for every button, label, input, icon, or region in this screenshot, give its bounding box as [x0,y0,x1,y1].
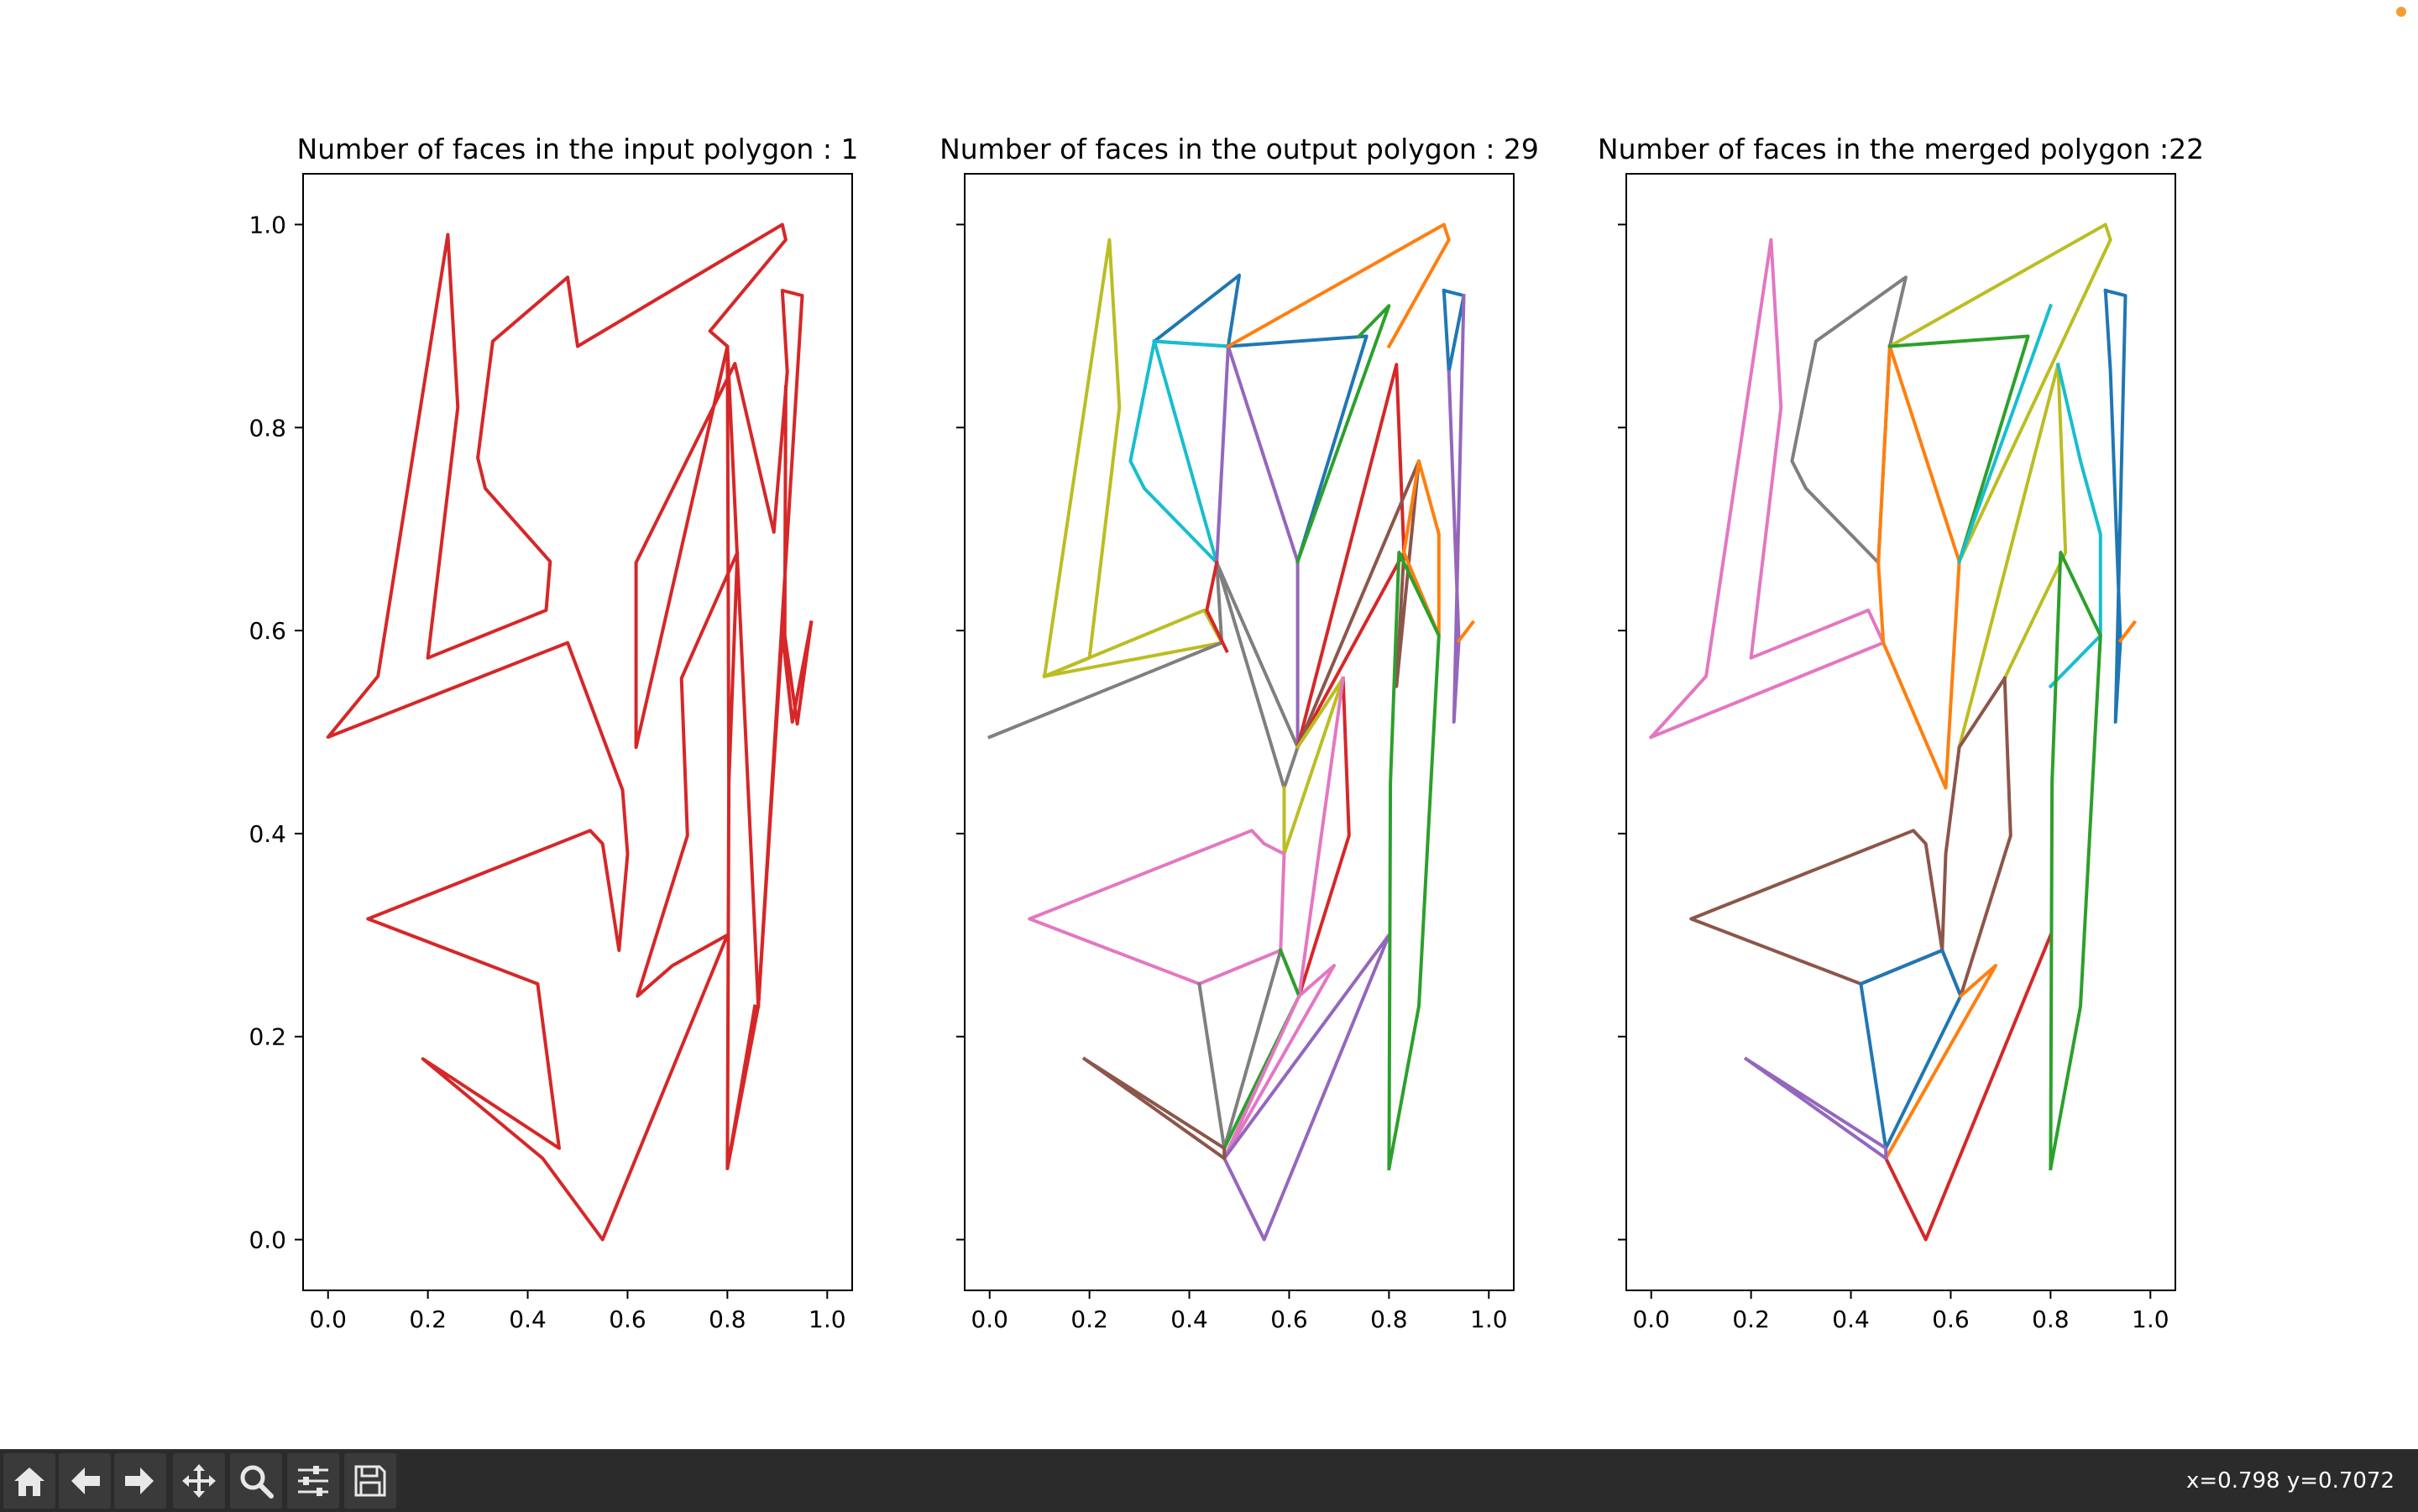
series-line-7 [1957,363,2068,750]
x-tick-label: 0.2 [409,1305,447,1333]
x-tick-label: 0.4 [1170,1305,1208,1333]
series-line-1 [1042,238,1122,679]
series-line-2 [326,222,814,1242]
series-line-3 [1887,222,2112,564]
series-line-17 [2117,620,2138,644]
series-line-25 [1447,294,1466,724]
series-line-3 [987,560,1300,790]
series-line-10 [1226,222,1451,349]
subplot-3: Number of faces in the merged polygon :2… [1598,133,2204,1333]
y-tick-label: 1.0 [249,211,286,238]
series-line-16 [1296,676,1351,998]
series-line-13 [1883,933,2054,1242]
series-line-1 [1648,238,1886,740]
home-icon [14,1468,44,1496]
x-tick-label: 0.6 [1932,1305,1970,1333]
y-tick-label: 0.6 [249,617,286,645]
chart-title: Number of faces in the merged polygon :2… [1598,133,2204,165]
x-tick-label: 0.6 [609,1305,646,1333]
x-tick-label: 0.8 [1370,1305,1408,1333]
zoom-icon [240,1465,274,1499]
zoom-button[interactable] [230,1453,282,1509]
x-tick-label: 0.8 [2032,1305,2070,1333]
configure-subplots-button[interactable] [287,1453,339,1509]
save-icon [354,1465,386,1497]
series-line-9 [1940,676,2012,998]
home-button[interactable] [3,1453,55,1509]
series-line-12 [1295,363,1406,750]
back-arrow-icon [71,1468,100,1494]
chart-title: Number of faces in the input polygon : 1 [297,133,859,165]
series-line-9 [1205,560,1229,653]
x-tick-label: 0.8 [709,1305,746,1333]
series-line-2 [1042,608,1224,679]
y-tick-label: 0.0 [249,1227,286,1254]
series-line-2 [1790,275,1908,565]
y-tick-label: 0.2 [249,1023,286,1051]
series-line-11 [1295,304,1391,564]
series-line-6 [1215,344,1231,565]
forward-button[interactable] [114,1453,166,1509]
series-line-11 [1858,949,1963,1150]
series-line-8 [1226,334,1369,564]
series-line-8 [2048,362,2102,689]
subplot-2: Number of faces in the output polygon : … [939,133,1539,1333]
notification-dot [2396,7,2406,17]
figure: Number of faces in the input polygon : 1… [249,133,2204,1333]
pan-icon [182,1464,216,1498]
series-line-26 [1456,620,1476,644]
axes-frame [302,173,853,1291]
x-tick-label: 0.0 [971,1305,1008,1333]
series-line-4 [1876,343,1961,790]
subplot-1: Number of faces in the input polygon : 1… [249,133,858,1333]
series-line-21 [1222,933,1391,1242]
coordinate-readout: x=0.798 y=0.7072 [2185,1468,2394,1494]
series-line-1 [782,385,814,726]
navigation-toolbar: x=0.798 y=0.7072 [0,1449,2418,1512]
series-line-6 [1957,303,2053,564]
x-tick-label: 0.4 [1832,1305,1870,1333]
pan-button[interactable] [173,1453,225,1509]
series-line-14 [1743,1056,1888,1160]
axes-frame [1625,173,2176,1291]
back-button[interactable] [59,1453,111,1509]
x-tick-label: 0.0 [1632,1305,1670,1333]
x-tick-label: 0.4 [509,1305,547,1333]
series-line-5 [1887,334,2030,564]
x-tick-label: 0.0 [309,1305,347,1333]
x-tick-label: 1.0 [809,1305,846,1333]
series-line-5 [1128,339,1231,565]
series-line-4 [1152,273,1241,348]
y-tick-label: 0.4 [249,820,286,848]
series-line-7 [1226,343,1300,750]
series-line-23 [1387,551,1441,1171]
series-line-12 [1883,964,1997,1161]
x-tick-label: 0.2 [1070,1305,1108,1333]
x-tick-label: 1.0 [1470,1305,1508,1333]
series-line-15 [1282,676,1345,856]
series-line-24 [1442,288,1466,374]
x-tick-label: 1.0 [2132,1305,2169,1333]
forward-arrow-icon [125,1468,154,1494]
series-line-16 [2103,288,2128,724]
series-line-20 [1222,964,1336,1161]
x-tick-label: 0.6 [1270,1305,1308,1333]
y-tick-label: 0.8 [249,414,286,442]
chart-title: Number of faces in the output polygon : … [939,133,1539,165]
series-line-3 [634,289,804,1008]
configure-subplots-icon [298,1466,328,1496]
save-button[interactable] [344,1453,396,1509]
series-line-22 [1081,1056,1227,1160]
series-line-10 [1689,829,1944,986]
x-tick-label: 0.2 [1732,1305,1770,1333]
series-line-15 [2049,551,2102,1171]
axes-frame [964,173,1515,1291]
